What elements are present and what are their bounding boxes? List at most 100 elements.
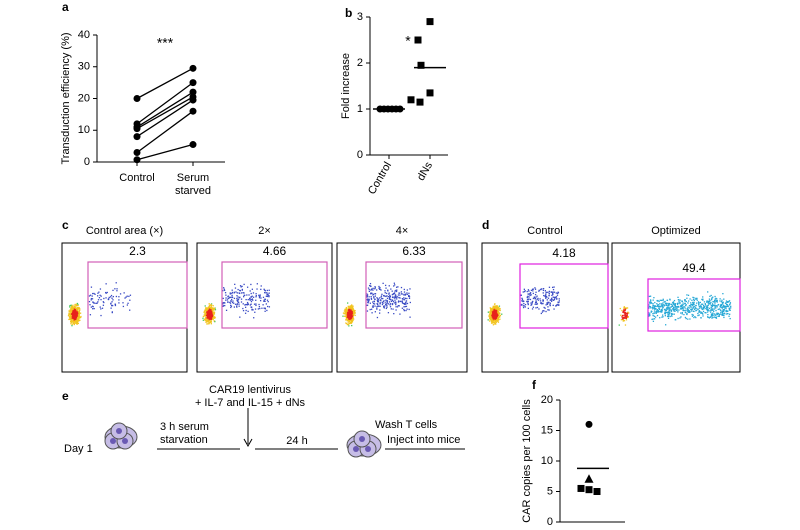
event	[490, 308, 492, 311]
event	[263, 288, 265, 290]
event	[494, 319, 496, 322]
event	[714, 316, 717, 319]
event	[376, 299, 379, 302]
diagram-art	[104, 408, 465, 458]
density-cloud	[342, 282, 411, 327]
event	[628, 312, 630, 314]
event	[700, 306, 702, 308]
event	[260, 297, 262, 299]
event	[535, 302, 537, 304]
event	[97, 292, 99, 294]
event	[78, 312, 81, 315]
event	[80, 315, 82, 318]
event	[232, 300, 234, 302]
event	[263, 300, 265, 302]
event	[721, 313, 723, 316]
event	[667, 317, 670, 319]
event	[259, 295, 261, 298]
event	[711, 297, 713, 300]
event	[238, 305, 240, 307]
plot-frame	[481, 242, 609, 373]
event	[249, 297, 251, 300]
event	[655, 308, 657, 310]
event	[725, 300, 728, 302]
event	[618, 324, 620, 326]
point	[189, 96, 197, 104]
event	[75, 303, 77, 305]
event	[532, 288, 534, 290]
event	[74, 306, 76, 309]
event	[490, 312, 493, 314]
event	[205, 312, 207, 315]
event	[207, 317, 210, 319]
event	[552, 293, 554, 296]
event	[397, 301, 400, 303]
event	[496, 315, 498, 317]
event	[490, 316, 492, 318]
event	[693, 297, 695, 299]
event	[74, 319, 76, 321]
event	[728, 315, 730, 317]
event	[490, 314, 493, 316]
event	[119, 293, 122, 295]
event	[488, 316, 491, 318]
event	[403, 288, 405, 291]
event	[75, 320, 78, 322]
event	[230, 306, 232, 309]
event	[702, 296, 704, 298]
event	[702, 304, 705, 307]
event	[107, 298, 110, 300]
event	[547, 301, 549, 303]
event	[722, 292, 724, 295]
event	[723, 314, 725, 317]
event	[535, 300, 537, 302]
event	[69, 306, 71, 308]
event	[705, 307, 707, 310]
event	[203, 311, 205, 314]
event	[347, 316, 349, 318]
event	[665, 302, 668, 305]
event	[722, 303, 724, 305]
event	[552, 293, 554, 295]
event	[244, 306, 247, 308]
event	[385, 295, 387, 298]
event	[71, 317, 73, 319]
event	[698, 303, 700, 305]
event	[105, 292, 107, 294]
event	[211, 318, 214, 320]
event	[669, 315, 671, 318]
event	[493, 323, 496, 325]
event	[548, 293, 550, 295]
y-tick-label: 0	[357, 149, 363, 161]
event	[71, 319, 73, 321]
plot-frame	[196, 242, 333, 373]
event	[499, 309, 501, 312]
event	[693, 298, 695, 301]
event	[540, 303, 543, 305]
event	[706, 305, 709, 307]
event	[342, 315, 344, 317]
event	[624, 308, 626, 310]
event	[383, 300, 385, 302]
gate-value: 6.33	[402, 244, 426, 258]
event	[699, 310, 701, 313]
event	[555, 296, 558, 298]
event	[698, 305, 700, 308]
event	[491, 310, 494, 313]
event	[111, 304, 114, 307]
event	[206, 316, 209, 318]
event	[658, 300, 660, 303]
event	[688, 304, 691, 307]
event	[266, 294, 268, 296]
event	[348, 322, 351, 325]
event	[490, 308, 493, 310]
event	[347, 319, 349, 321]
event	[106, 291, 108, 294]
event	[70, 304, 72, 306]
event	[556, 304, 558, 306]
event	[683, 306, 685, 308]
event	[717, 308, 719, 311]
event	[209, 311, 211, 313]
event	[497, 307, 499, 309]
event	[234, 287, 237, 289]
